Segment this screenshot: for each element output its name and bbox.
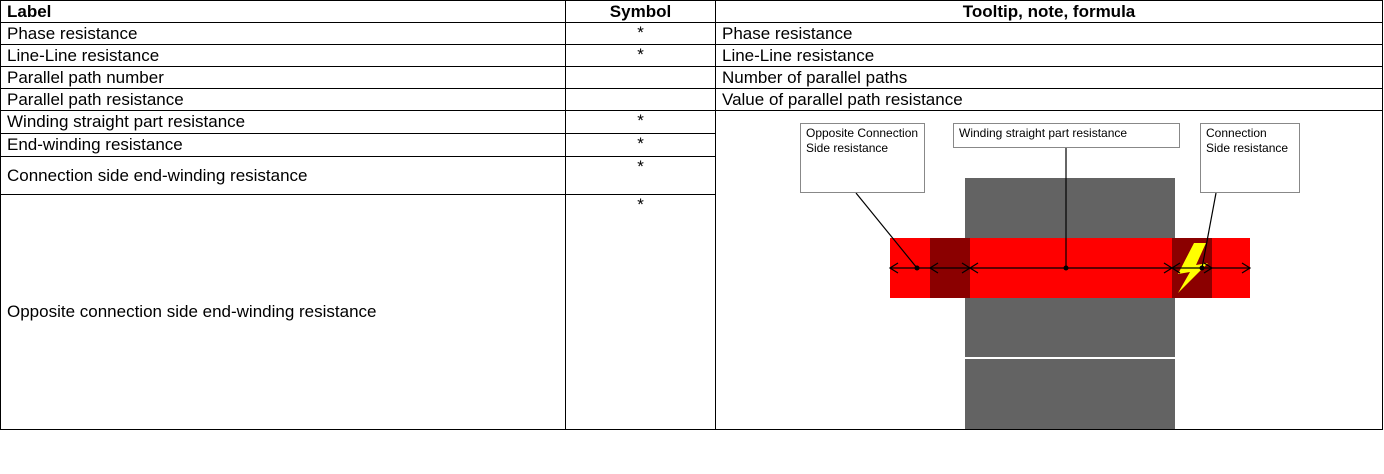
point	[914, 265, 920, 271]
header-row: Label Symbol Tooltip, note, formula	[0, 0, 1383, 23]
arrows	[855, 148, 1252, 274]
table-row: Opposite connection side end-winding res…	[0, 193, 1383, 431]
label-cell: Parallel path resistance	[0, 88, 566, 111]
symbol-cell: *	[565, 22, 716, 45]
note-cell: Phase resistance	[715, 22, 1383, 45]
label-cell: End-winding resistance	[0, 132, 566, 158]
symbol-cell: *	[565, 44, 716, 67]
label-cell: Parallel path number	[0, 66, 566, 89]
symbol-cell	[565, 66, 716, 89]
column-header: Label	[0, 0, 566, 23]
diagram-graphic	[855, 148, 1252, 429]
label-cell: Opposite connection side end-winding res…	[0, 193, 566, 431]
diagram-label: Opposite Connection Side resistance	[800, 123, 925, 193]
diagram-label: Winding straight part resistance	[953, 123, 1180, 148]
core-block	[965, 178, 1175, 429]
column-header: Symbol	[565, 0, 716, 23]
symbol-cell: *	[565, 132, 716, 158]
label-cell: Phase resistance	[0, 22, 566, 45]
label-cell: Connection side end-winding resistance	[0, 156, 566, 195]
table-row: Line-Line resistance * Line-Line resistanc…	[0, 44, 1383, 67]
note-cell: Number of parallel paths	[715, 66, 1383, 89]
symbol-cell: *	[565, 156, 716, 195]
diagram-cell: Opposite Connection Side resistance Wind…	[715, 110, 1383, 430]
symbol-cell	[565, 88, 716, 111]
note-cell: Line-Line resistance	[715, 44, 1383, 67]
label-cell: Winding straight part resistance	[0, 110, 566, 134]
resistance-table: Label Symbol Tooltip, note, formula Phas…	[0, 0, 1383, 431]
diagram-label: Connection Side resistance	[1200, 123, 1300, 193]
symbol-cell: *	[565, 110, 716, 134]
point	[1199, 265, 1205, 271]
table-row: Phase resistance * Phase resistance	[0, 22, 1383, 45]
table-row: Winding straight part resistance * Opposi…	[0, 110, 1383, 430]
label-cell: Line-Line resistance	[0, 44, 566, 67]
diagram: Opposite Connection Side resistance Wind…	[716, 111, 1383, 429]
table-row: End-winding resistance *	[0, 132, 1383, 158]
note-cell: Value of parallel path resistance	[715, 88, 1383, 111]
table-row: Connection side end-winding resistance *	[0, 156, 1383, 195]
table-row: Parallel path resistance Value of paralle…	[0, 88, 1383, 111]
point	[1063, 265, 1069, 271]
table-row: Parallel path number Number of parallel p…	[0, 66, 1383, 89]
column-header: Tooltip, note, formula	[715, 0, 1383, 23]
symbol-cell: *	[565, 193, 716, 431]
